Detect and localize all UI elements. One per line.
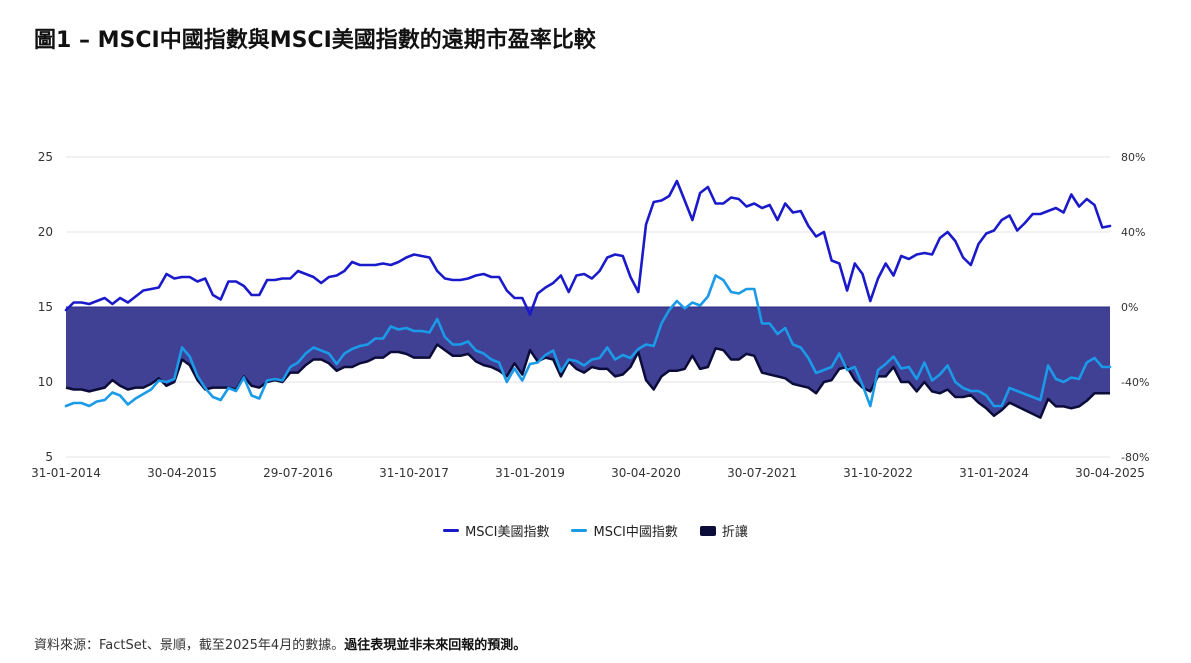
us-line [64, 179, 1112, 316]
x-tick-label: 31-01-2024 [959, 466, 1029, 480]
right-tick-label: -40% [1121, 376, 1149, 389]
disclaimer-text: 過往表現並非未來回報的預測。 [344, 638, 527, 653]
series-lines [64, 179, 1112, 408]
china-line [64, 274, 1112, 408]
x-axis-ticks: 31-01-2014 30-04-2015 29-07-2016 31-10-2017… [31, 466, 1145, 480]
x-tick-label: 30-04-2020 [611, 466, 681, 480]
left-tick-label: 15 [38, 300, 53, 314]
chart-canvas: 5 10 15 20 25 -80% -40% 0% 40% 80% 31-01-2014 30-… [31, 150, 1149, 480]
source-note: 資料來源：FactSet、景順，截至2025年4月的數據。過往表現並非未來回報的… [34, 634, 526, 653]
legend-item-us: MSCI美國指數 [443, 521, 549, 540]
left-tick-label: 25 [38, 150, 53, 164]
left-tick-label: 5 [45, 450, 53, 464]
x-tick-label: 31-10-2017 [379, 466, 449, 480]
legend-item-discount: 折讓 [699, 521, 748, 540]
legend: MSCI美國指數 MSCI中國指數 折讓 [0, 521, 1191, 540]
x-tick-label: 31-01-2019 [495, 466, 565, 480]
chart-title: 圖1 – MSCI中國指數與MSCI美國指數的遠期市盈率比較 [34, 28, 596, 53]
left-tick-label: 20 [38, 225, 53, 239]
source-text: 資料來源：FactSet、景順，截至2025年4月的數據。 [34, 638, 345, 653]
x-tick-label: 30-04-2015 [147, 466, 217, 480]
legend-swatch-discount [699, 525, 716, 536]
legend-label-us: MSCI美國指數 [465, 525, 550, 540]
right-tick-label: 40% [1121, 226, 1145, 239]
x-tick-label: 30-04-2025 [1075, 466, 1145, 480]
legend-item-china: MSCI中國指數 [571, 521, 678, 540]
legend-label-discount: 折讓 [721, 525, 748, 540]
x-tick-label: 30-07-2021 [727, 466, 797, 480]
legend-swatch-us [443, 529, 460, 532]
x-tick-label: 31-01-2014 [31, 466, 101, 480]
x-tick-label: 31-10-2022 [843, 466, 913, 480]
right-tick-label: -80% [1121, 451, 1149, 464]
right-tick-label: 0% [1121, 301, 1138, 314]
left-axis-ticks: 5 10 15 20 25 [38, 150, 53, 464]
right-tick-label: 80% [1121, 151, 1145, 164]
right-axis-ticks: -80% -40% 0% 40% 80% [1121, 151, 1149, 464]
legend-label-china: MSCI中國指數 [593, 525, 678, 540]
x-tick-label: 29-07-2016 [263, 466, 333, 480]
left-tick-label: 10 [38, 375, 53, 389]
legend-swatch-china [571, 529, 588, 532]
